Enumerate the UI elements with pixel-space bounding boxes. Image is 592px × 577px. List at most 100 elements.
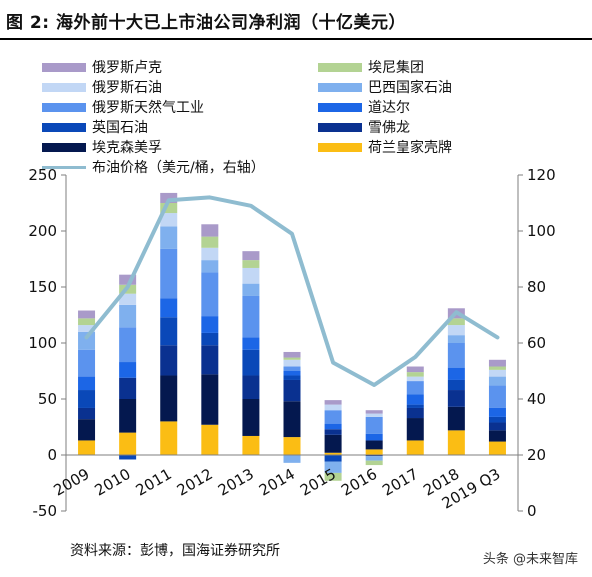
y2-tick-label: 100 <box>527 222 556 240</box>
bar-segment <box>447 430 465 455</box>
bar-segment <box>78 376 96 391</box>
bar-segment <box>447 367 465 380</box>
bar-segment <box>283 379 301 402</box>
bar-segment <box>406 366 424 373</box>
y-tick-label: 50 <box>38 390 57 408</box>
bar-segment <box>488 416 506 423</box>
bar-segment <box>242 375 260 399</box>
bar-segment <box>160 248 178 299</box>
bar-segment <box>201 424 219 455</box>
bar-segment <box>324 472 342 481</box>
x-tick-label: 2010 <box>92 465 134 500</box>
bar-segment <box>406 418 424 441</box>
bar-segment <box>160 421 178 455</box>
x-tick-label: 2016 <box>338 465 380 500</box>
bar-segment <box>447 390 465 407</box>
legend-item: 俄罗斯天然气工业 <box>42 97 204 117</box>
legend-swatch <box>318 122 362 132</box>
bar-segment <box>365 440 383 450</box>
bar-segment <box>78 349 96 377</box>
y2-tick-label: 20 <box>527 446 546 464</box>
legend-swatch <box>42 142 86 152</box>
x-tick-label: 2011 <box>133 465 175 500</box>
x-tick-label: 2017 <box>379 465 421 500</box>
bar-segment <box>160 298 178 318</box>
legend-swatch <box>42 82 86 92</box>
legend-item: 道达尔 <box>318 97 410 117</box>
bar-segment <box>242 267 260 284</box>
bar-segment <box>283 375 301 380</box>
bar-segment <box>242 349 260 376</box>
bar-segment <box>160 345 178 376</box>
bar-segment <box>78 407 96 420</box>
bar-segment <box>160 192 178 203</box>
bar-segment <box>447 406 465 431</box>
bar-segment <box>365 455 383 457</box>
bar-segment <box>488 369 506 377</box>
bar-segment <box>447 335 465 343</box>
bar-segment <box>406 440 424 455</box>
bar-segment <box>119 455 137 460</box>
bar-segment <box>160 226 178 249</box>
bar-segment <box>406 404 424 408</box>
bar-segment <box>283 357 301 360</box>
bar-segment <box>365 416 383 434</box>
legend-line-swatch <box>42 165 86 169</box>
bar-segment <box>324 423 342 430</box>
bar-segment <box>201 260 219 273</box>
bar-segment <box>78 325 96 332</box>
y2-tick-label: 120 <box>527 166 556 184</box>
bar-segment <box>488 359 506 367</box>
bar-segment <box>447 379 465 391</box>
y2-tick-label: 40 <box>527 390 546 408</box>
legend-label: 道达尔 <box>368 100 410 116</box>
legend-item: 埃克森美孚 <box>42 137 162 157</box>
legend: 俄罗斯卢克 埃尼集团 俄罗斯石油 巴西国家石油 俄罗斯天然气工业 道达尔 英国石油 雪佛龙 埃克… <box>0 0 592 176</box>
y-tick-label: -50 <box>33 502 58 520</box>
bar-segment <box>160 213 178 227</box>
bar-segment <box>324 410 342 424</box>
bar-segment <box>406 407 424 419</box>
bar-segment <box>160 203 178 214</box>
legend-swatch <box>42 122 86 132</box>
bar-segment <box>283 359 301 367</box>
y2-tick-label: 80 <box>527 278 546 296</box>
brent-price-line <box>84 195 500 387</box>
bar-segment <box>283 437 301 455</box>
bar-segment <box>119 274 137 285</box>
legend-item: 俄罗斯石油 <box>42 77 162 97</box>
y-tick-label: 0 <box>47 446 57 464</box>
bar-segment <box>324 429 342 435</box>
bar-segment <box>324 404 342 411</box>
legend-item: 俄罗斯卢克 <box>42 57 162 77</box>
legend-swatch <box>318 82 362 92</box>
legend-label: 荷兰皇家壳牌 <box>368 140 452 156</box>
bar-segment <box>324 455 342 462</box>
bar-segment <box>406 376 424 382</box>
bar-segment <box>242 337 260 350</box>
legend-label: 布油价格（美元/桶，右轴） <box>92 160 265 176</box>
bar-segment <box>365 433 383 441</box>
bar-segment <box>119 327 137 363</box>
bar-segment <box>283 401 301 438</box>
bar-segment <box>406 372 424 377</box>
legend-swatch <box>318 62 362 72</box>
bar-segment <box>78 331 96 350</box>
x-tick-label: 2014 <box>256 465 298 500</box>
bar-segment <box>160 375 178 422</box>
bar-segment <box>119 377 137 399</box>
y-tick-label: 100 <box>28 334 57 352</box>
legend-swatch <box>42 62 86 72</box>
bar-segment <box>365 460 383 466</box>
legend-item: 巴西国家石油 <box>318 77 452 97</box>
bar-segment <box>324 452 342 455</box>
y-tick-label: 150 <box>28 278 57 296</box>
bar-segment <box>160 317 178 346</box>
bar-segment <box>283 351 301 358</box>
legend-swatch <box>318 142 362 152</box>
legend-label: 俄罗斯石油 <box>92 80 162 96</box>
bar-segment <box>201 316 219 333</box>
watermark-text: 头条 @未来智库 <box>482 552 578 567</box>
bar-segment <box>365 456 383 461</box>
bar-segment <box>201 236 219 248</box>
